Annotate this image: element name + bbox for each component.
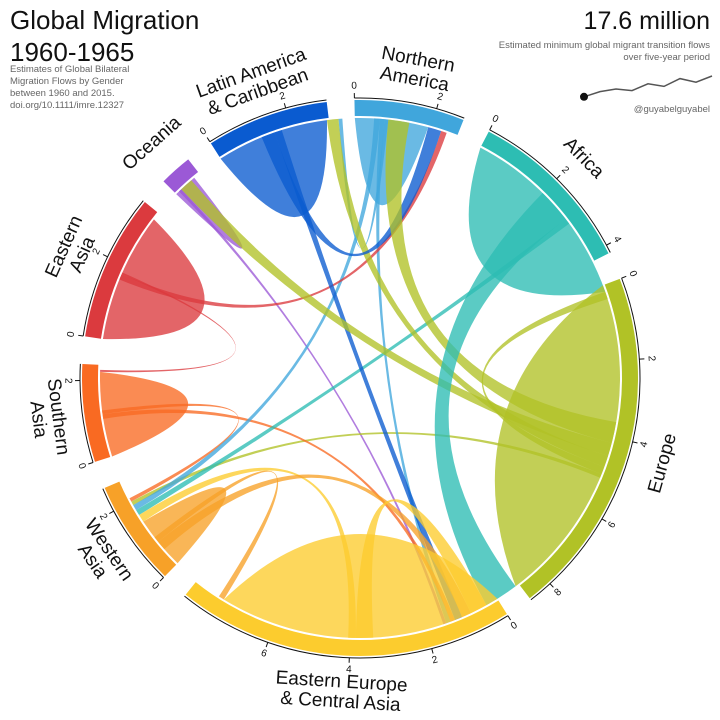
tick-mark: [601, 518, 607, 522]
tick-label: 0: [198, 125, 209, 138]
tick-mark: [436, 103, 439, 109]
region-label-oceania: Oceania: [119, 112, 186, 175]
region-oceania: Oceania: [119, 112, 199, 193]
tick-label: 8: [552, 586, 564, 598]
tick-label: 6: [259, 648, 268, 660]
region-label-line: Africa: [559, 133, 608, 183]
region-label-europe: Europe: [644, 431, 681, 496]
region-axis-africa: [489, 129, 611, 253]
total-flow-value: 17.6 million: [583, 7, 710, 35]
tick-label: 2: [431, 654, 440, 666]
region-axis-eastern-europe-and-central-asia: [184, 595, 509, 659]
tick-mark: [78, 334, 84, 337]
region-arc-eastern-europe-and-central-asia: [185, 582, 507, 657]
flow-eastern-europe-and-central-asia-to-eastern-europe-and-central-asia: [223, 534, 498, 638]
region-label-northern-america: NorthernAmerica: [376, 43, 456, 97]
tick-mark: [632, 441, 638, 444]
chart-title: Global Migration 1960-1965: [10, 4, 199, 68]
flow-africa-to-africa: [468, 147, 606, 296]
region-axis-latin-america-and-caribbean: [209, 99, 327, 143]
flow-europe-to-africa: [481, 291, 608, 475]
tick-mark: [206, 137, 211, 142]
tick-mark: [507, 615, 511, 621]
region-label-line: Asia: [25, 400, 51, 440]
region-arc-southern-asia: [81, 364, 111, 462]
tick-mark: [265, 642, 269, 648]
region-axis-europe: [530, 277, 641, 601]
total-flow-note: Estimated minimum global migrant transit…: [498, 40, 710, 63]
tick-mark: [431, 648, 434, 654]
region-arc-northern-america: [354, 100, 464, 135]
tick-mark: [621, 275, 627, 279]
tick-label: 2: [278, 90, 287, 102]
tick-label: 6: [606, 520, 619, 531]
tick-label: 2: [436, 91, 445, 103]
title-line-1: Global Migration: [10, 5, 200, 35]
region-label-eastern-europe-and-central-asia: Eastern Europe& Central Asia: [274, 667, 408, 716]
region-axis-northern-america: [354, 97, 465, 119]
tick-mark: [283, 103, 287, 109]
region-label-eastern-asia: EasternAsia: [41, 212, 105, 288]
tick-label: 2: [559, 164, 571, 176]
sparkline-start-dot: [580, 92, 588, 101]
tick-label: 0: [351, 81, 357, 92]
tick-label: 4: [638, 440, 650, 448]
tick-mark: [606, 242, 612, 246]
tick-label: 0: [509, 620, 520, 633]
flow-europe-to-europe: [494, 285, 620, 587]
tick-label: 2: [91, 246, 104, 256]
flow-southern-asia-to-southern-asia: [100, 371, 189, 457]
region-arc-western-asia: [104, 481, 177, 577]
flow-western-asia-to-western-asia: [143, 487, 227, 564]
sparkline-line: [583, 75, 713, 98]
flow-eastern-asia-to-northern-america: [119, 131, 447, 308]
tick-label: 0: [75, 462, 87, 471]
region-label-southern-asia: SouthernAsia: [23, 377, 73, 459]
flow-africa-to-western-asia: [136, 218, 570, 516]
tick-mark: [102, 254, 108, 258]
author-credit: @guyabelguyabel: [633, 104, 710, 115]
title-line-2: 1960-1965: [10, 37, 135, 67]
tick-label: 0: [490, 113, 500, 126]
tick-mark: [489, 125, 493, 131]
tick-label: 0: [626, 269, 638, 279]
tick-mark: [159, 577, 164, 582]
region-arc-africa: [481, 131, 609, 261]
region-arc-oceania: [163, 159, 199, 193]
flow-latin-america-and-caribbean-to-latin-america-and-caribbean: [220, 120, 327, 218]
chord-ribbons: [100, 118, 620, 638]
tick-label: 2: [62, 378, 73, 384]
flow-latin-america-and-caribbean-to-europe: [274, 130, 463, 621]
flow-western-asia-to-europe: [158, 474, 471, 618]
flow-africa-to-europe: [434, 192, 566, 606]
tick-label: 0: [66, 330, 78, 338]
region-arc-europe: [519, 278, 638, 599]
region-axis-eastern-asia: [82, 200, 144, 337]
chart-subtitle: Estimates of Global Bilateral Migration …: [10, 64, 130, 111]
region-axis-southern-asia: [79, 363, 94, 463]
tick-mark: [556, 174, 561, 180]
region-axis-western-asia: [102, 488, 164, 578]
tick-label: 0: [149, 580, 161, 592]
region-label-line: Europe: [644, 431, 681, 496]
region-label-line: Oceania: [119, 112, 186, 175]
region-arc-eastern-asia: [85, 201, 158, 339]
chord-arcs: 02NorthernAmerica024Africa02468Europe024…: [23, 43, 681, 716]
tick-mark: [549, 583, 554, 588]
tick-mark: [109, 510, 114, 515]
flow-eastern-asia-to-eastern-asia: [102, 219, 205, 340]
tick-label: 2: [97, 512, 110, 523]
tick-label: 4: [611, 234, 624, 244]
tick-label: 2: [646, 355, 657, 362]
tick-label: 4: [346, 664, 352, 675]
region-arc-latin-america-and-caribbean: [210, 101, 329, 157]
sparkline: [580, 75, 713, 101]
tick-mark: [88, 462, 94, 465]
region-label-africa: Africa: [559, 133, 608, 183]
